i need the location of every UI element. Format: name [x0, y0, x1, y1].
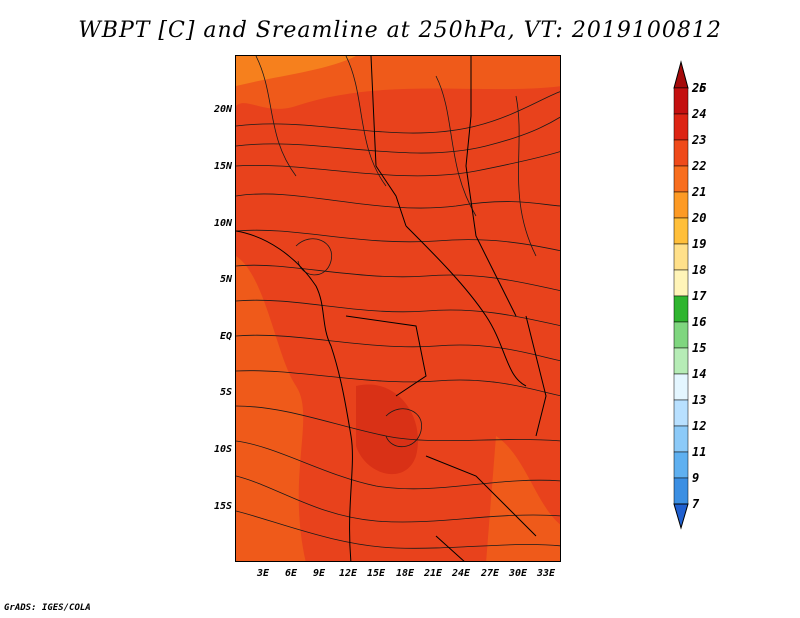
- grads-credit: GrADS: IGES/COLA: [4, 603, 91, 613]
- lon-label-15e: 15E: [366, 568, 386, 579]
- colorbar-label: 20: [692, 211, 707, 225]
- colorbar-label: 23: [692, 133, 707, 147]
- coastlines-borders: [236, 56, 547, 561]
- colorbar-swatch: [673, 217, 689, 245]
- colorbar-label: 16: [692, 315, 707, 329]
- colorbar-swatch: [673, 373, 689, 401]
- colorbar-bottom-arrow: [673, 503, 689, 530]
- colorbar-swatch: [673, 399, 689, 427]
- lon-label-33e: 33E: [536, 568, 556, 579]
- colorbar-label: 14: [692, 367, 707, 381]
- colorbar-label: 12: [692, 419, 707, 433]
- colorbar-label: 19: [692, 237, 707, 251]
- lon-label-27e: 27E: [480, 568, 500, 579]
- colorbar-swatch: [673, 191, 689, 219]
- colorbar-label: 15: [692, 341, 707, 355]
- lat-label-10n: 10N: [213, 218, 232, 229]
- lon-label-9e: 9E: [312, 568, 326, 579]
- colorbar-label: 17: [692, 289, 707, 303]
- colorbar-swatch: [673, 139, 689, 167]
- fill-warm-se: [486, 436, 560, 561]
- lon-label-3e: 3E: [256, 568, 270, 579]
- colorbar-swatch: [673, 321, 689, 349]
- lat-label-10s: 10S: [213, 444, 232, 455]
- fill-hot-center: [356, 384, 418, 475]
- colorbar-label: 18: [692, 263, 707, 277]
- colorbar-swatch: [673, 451, 689, 479]
- lat-label-5n: 5N: [219, 274, 232, 285]
- colorbar-swatch: [673, 477, 689, 505]
- colorbar-label: 7: [692, 497, 700, 511]
- colorbar-swatch: [673, 425, 689, 453]
- lat-label-20n: 20N: [213, 104, 232, 115]
- colorbar-swatch: [673, 243, 689, 271]
- lon-label-24e: 24E: [451, 568, 471, 579]
- colorbar-label: 22: [692, 159, 707, 173]
- colorbar-top-arrow: [673, 60, 689, 89]
- colorbar-label: 13: [692, 393, 707, 407]
- colorbar: [673, 60, 689, 530]
- colorbar-swatch: [673, 295, 689, 323]
- lon-label-21e: 21E: [423, 568, 443, 579]
- lat-label-15n: 15N: [213, 161, 232, 172]
- colorbar-swatch: [673, 165, 689, 193]
- colorbar-label: 9: [692, 471, 700, 485]
- streamlines: [236, 56, 560, 549]
- lon-label-30e: 30E: [508, 568, 528, 579]
- lat-label-15s: 15S: [213, 501, 232, 512]
- lon-label-12e: 12E: [338, 568, 358, 579]
- map-panel: [235, 55, 561, 562]
- chart-title: WBPT [C] and Sreamline at 250hPa, VT: 20…: [78, 18, 722, 43]
- lon-label-6e: 6E: [284, 568, 298, 579]
- map-canvas: [236, 56, 560, 561]
- colorbar-label: 11: [692, 445, 707, 459]
- lon-label-18e: 18E: [395, 568, 415, 579]
- lat-label-5s: 5S: [219, 387, 232, 398]
- fill-light-north: [236, 56, 356, 86]
- fill-warm-north: [236, 56, 560, 109]
- colorbar-swatch: [673, 269, 689, 297]
- colorbar-swatch: [673, 87, 689, 115]
- colorbar-swatch: [673, 113, 689, 141]
- colorbar-label: 26: [692, 81, 707, 95]
- colorbar-label: 24: [692, 107, 707, 121]
- colorbar-label: 21: [692, 185, 707, 199]
- colorbar-swatch: [673, 347, 689, 375]
- lat-label-eq: EQ: [219, 331, 232, 342]
- colorbar-label: 25: [692, 81, 707, 95]
